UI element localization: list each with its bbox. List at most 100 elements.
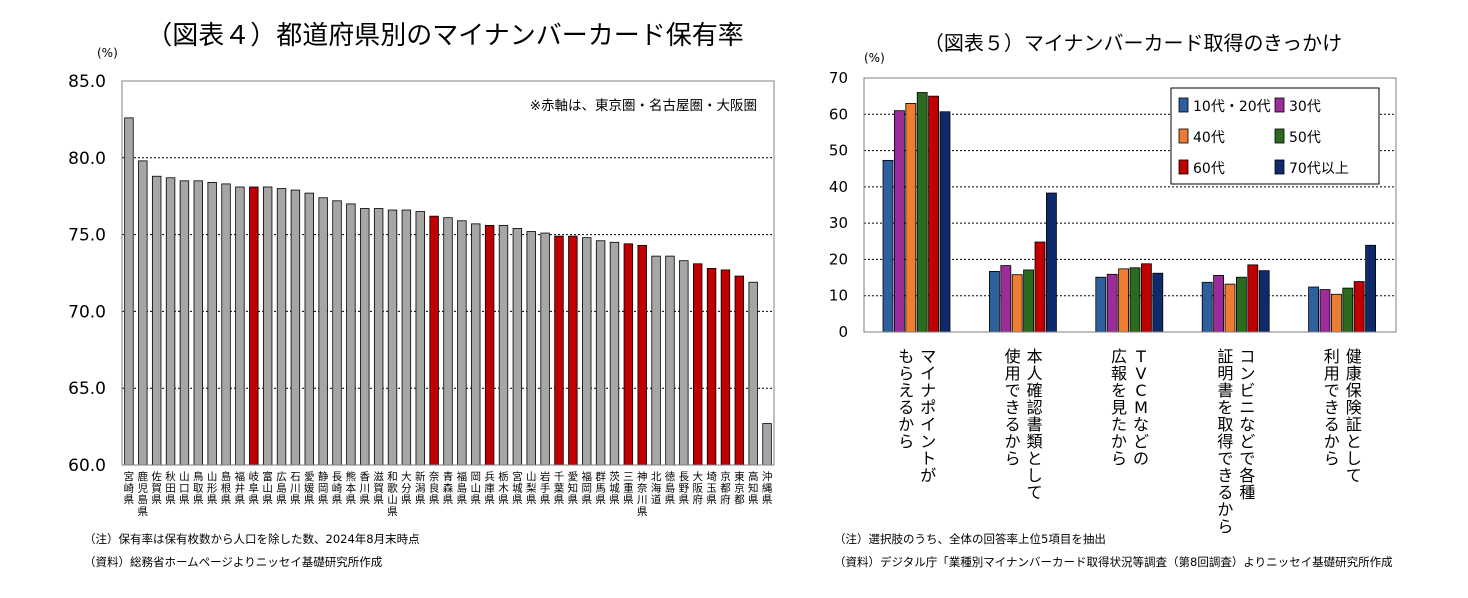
chart4-bar — [554, 235, 564, 466]
chart4-bar — [290, 189, 301, 466]
chart5-bar — [939, 111, 951, 333]
chart5-bar — [1308, 286, 1319, 333]
chart5-legend-label: 40代 — [1193, 130, 1225, 146]
chart5-bar — [1000, 265, 1012, 333]
chart4-bar — [165, 177, 176, 466]
chart5-legend-label: 60代 — [1193, 161, 1225, 177]
chart4-x-label: 埼玉県 — [706, 470, 717, 506]
chart4-x-label: 千葉県 — [554, 471, 565, 506]
chart4-x-label: 石川県 — [290, 471, 301, 506]
chart5-x-label: 本人確認書類として — [1027, 347, 1043, 502]
chart4-x-label: 新潟県 — [415, 470, 426, 506]
chart4-x-label: 東京都 — [734, 470, 745, 506]
chart4-x-label: 香川県 — [360, 471, 371, 506]
chart4-x-label: 島根県 — [221, 470, 232, 506]
chart4-bar — [498, 224, 509, 466]
chart4-x-label: 福島県 — [457, 470, 468, 506]
chart4-y-tick-label: 70.0 — [68, 302, 106, 322]
chart4-bar — [401, 209, 412, 466]
chart5-y-tick-label: 20 — [829, 250, 848, 268]
chart4-bar — [762, 423, 772, 466]
chart5-x-label: マイナポイントが — [920, 347, 936, 485]
chart5-bar — [1353, 281, 1365, 333]
chart5-bar — [1095, 276, 1107, 333]
chart4-source: （資料）総務省ホームページよりニッセイ基礎研究所作成 — [84, 555, 383, 569]
chart4-bar — [151, 175, 162, 466]
chart4-x-labels: 宮崎県鹿児島県佐賀県秋田県山口県鳥取県山形県島根県福井県岐阜県富山県広島県石川県… — [124, 470, 773, 518]
chart5-bar — [1118, 268, 1129, 333]
chart5-bar — [1236, 276, 1247, 333]
chart5-bar — [1023, 269, 1034, 333]
chart5-bar — [1046, 192, 1057, 333]
chart5-legend-label: 30代 — [1289, 99, 1321, 115]
chart4-x-label: 愛媛県 — [304, 470, 315, 506]
chart5-legend-swatch — [1274, 159, 1285, 175]
chart5-bar — [882, 159, 894, 333]
chart5-title: （図表５）マイナンバーカード取得のきっかけ — [924, 31, 1342, 55]
chart5-x-label: 健康保険証として — [1346, 347, 1362, 485]
chart4-bar — [512, 228, 523, 466]
chart5-x-label: コンビニなどで各種 — [1239, 347, 1255, 502]
chart5-x-label: 利用できるから — [1324, 347, 1340, 468]
chart4-bar — [249, 186, 259, 466]
chart5-bar — [1034, 241, 1046, 333]
chart4-annotation: ※赤軸は、東京圏・名古屋圏・大阪圏 — [530, 98, 757, 114]
chart4-x-label: 鹿児島県 — [138, 470, 149, 518]
chart4-y-unit: (%) — [97, 46, 118, 60]
chart5-legend-swatch — [1178, 128, 1189, 144]
chart5-y-tick-label: 0 — [838, 323, 848, 341]
chart5-x-label: もらえるから — [898, 347, 914, 451]
chart4-bar — [429, 215, 439, 466]
chart4-x-label: 奈良県 — [429, 470, 440, 506]
chart4-y-tick-label: 60.0 — [68, 456, 106, 476]
chart4-y-ticks: 60.0 65.0 70.0 75.0 80.0 85.0 — [68, 72, 106, 476]
chart5-legend: 10代・20代 30代 40代 50代 60代 70代以上 — [1170, 87, 1380, 185]
chart5-bar — [905, 103, 917, 333]
chart5-bar — [1247, 264, 1259, 333]
chart4-bar — [665, 255, 675, 466]
chart4-x-label: 群馬県 — [595, 470, 606, 506]
chart5-bar — [1201, 281, 1213, 333]
chart4-bar — [207, 181, 217, 466]
chart4-bar — [720, 269, 731, 466]
chart4-x-label: 鳥取県 — [193, 470, 204, 506]
chart4-title: （図表４）都道府県別のマイナンバーカード保有率 — [146, 21, 743, 51]
chart5-bar — [916, 92, 928, 333]
chart4-x-label: 岡山県 — [470, 471, 481, 506]
chart4-bar — [623, 243, 634, 466]
chart4-x-label: 神奈川県 — [637, 470, 648, 518]
chart5-y-ticks: 0 10 20 30 40 50 60 70 — [829, 69, 848, 341]
chart5-bar — [1129, 267, 1141, 333]
chart5-x-label: T V C M などの — [1133, 347, 1149, 468]
chart5-legend-swatch — [1274, 128, 1285, 144]
chart5-bar — [1258, 270, 1270, 333]
chart5-source: （資料）デジタル庁「業種別マイナンバーカード取得状況等調査（第8回調査）よりニッ… — [834, 555, 1393, 569]
chart4-x-label: 福井県 — [235, 470, 246, 506]
chart5-legend-label: 10代・20代 — [1193, 99, 1271, 115]
chart4-bar — [734, 275, 745, 466]
chart4-x-label: 広島県 — [276, 470, 287, 506]
chart4-bar — [235, 186, 245, 466]
chart4-x-label: 京都府 — [720, 470, 731, 506]
chart4-bar — [262, 186, 273, 466]
chart4-bar — [387, 209, 398, 466]
chart4-x-label: 静岡県 — [318, 470, 329, 506]
chart4-x-label: 三重県 — [623, 471, 634, 506]
chart4-bar — [443, 217, 453, 466]
chart4-bar — [276, 188, 287, 466]
chart5-bar — [1319, 289, 1331, 333]
chart5-bar — [1141, 263, 1152, 333]
chart4-bar — [568, 235, 578, 466]
chart5-note: （注）選択肢のうち、全体の回答率上位5項目を抽出 — [834, 532, 1106, 546]
chart4-x-label: 山口県 — [179, 471, 190, 506]
chart4-x-label: 富山県 — [262, 470, 273, 506]
chart4-x-label: 熊本県 — [346, 470, 357, 506]
chart4-bar — [318, 197, 328, 466]
chart4-y-tick-label: 65.0 — [68, 379, 106, 399]
chart4-x-label: 佐賀県 — [151, 470, 162, 506]
chart5-y-tick-label: 50 — [829, 142, 848, 160]
chart4-x-label: 北海道 — [651, 471, 662, 506]
chart4-x-label: 長崎県 — [332, 471, 343, 506]
